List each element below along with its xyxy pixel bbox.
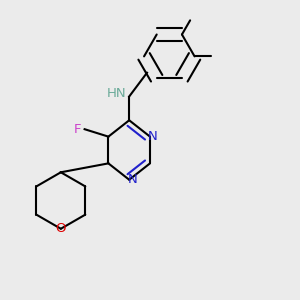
- Text: N: N: [127, 173, 137, 186]
- Text: HN: HN: [106, 87, 126, 100]
- Text: F: F: [74, 123, 82, 136]
- Text: N: N: [148, 130, 158, 143]
- Text: O: O: [56, 222, 66, 235]
